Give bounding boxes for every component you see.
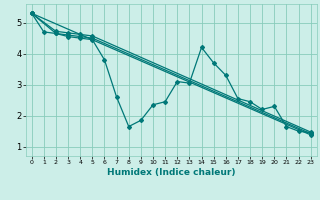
X-axis label: Humidex (Indice chaleur): Humidex (Indice chaleur) [107,168,236,177]
